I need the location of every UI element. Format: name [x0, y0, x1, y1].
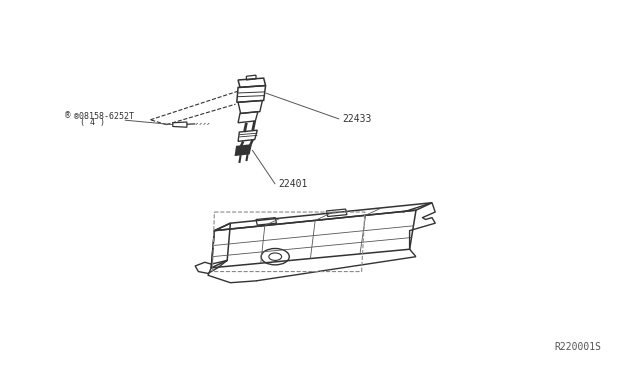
Text: R220001S: R220001S [555, 341, 602, 352]
Text: ®08158-6252T: ®08158-6252T [74, 112, 134, 121]
Text: 22433: 22433 [342, 114, 372, 124]
Text: ( 4 ): ( 4 ) [80, 118, 105, 127]
Polygon shape [236, 145, 251, 155]
Text: 22401: 22401 [278, 179, 308, 189]
Text: ®: ® [64, 112, 72, 121]
